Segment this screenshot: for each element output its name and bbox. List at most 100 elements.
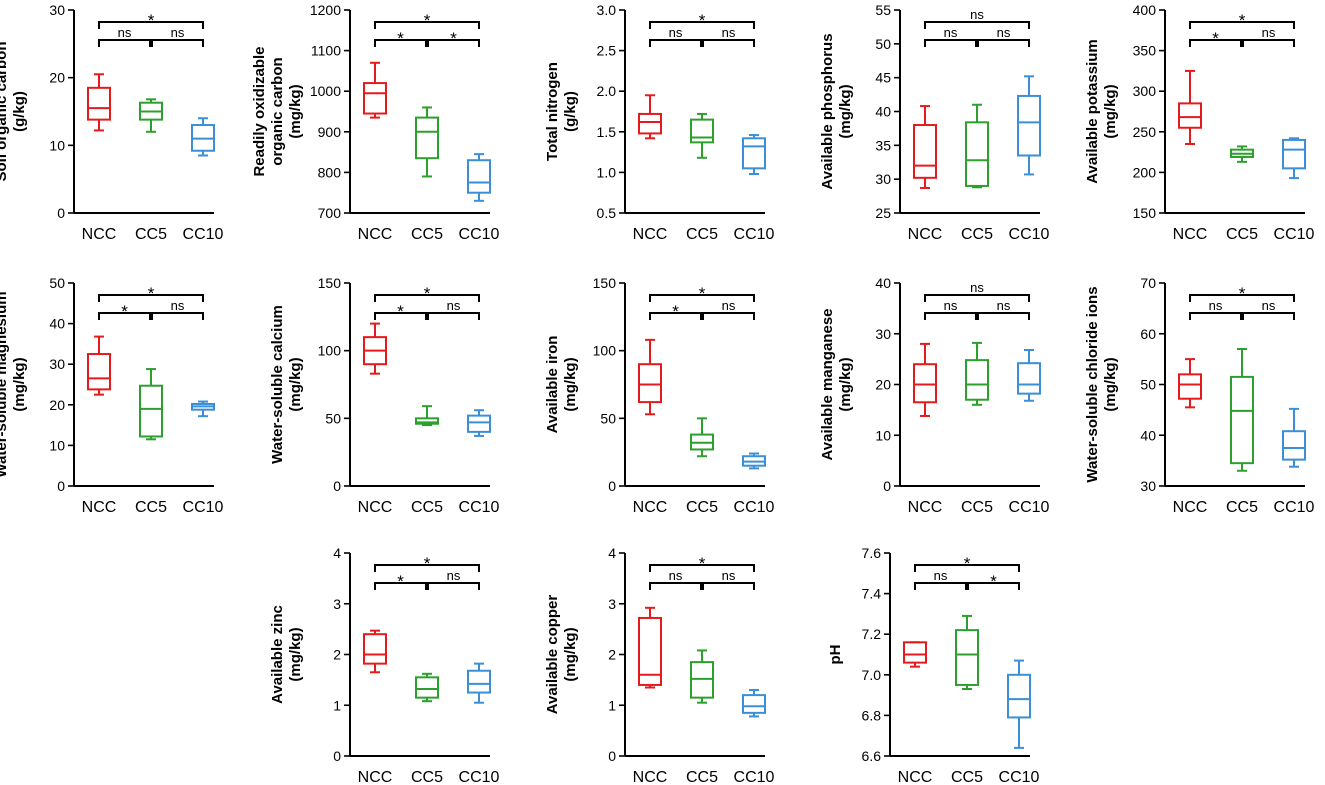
y-axis-label: (mg/kg) — [11, 357, 28, 411]
y-axis-label: Water-soluble chloride ions — [1084, 286, 1101, 482]
panel-ap: 25 30 35 40 45 50 55 Available phosphorus (mg/kg… — [819, 2, 1050, 243]
bracket-cc5-cc10: ns — [151, 298, 204, 320]
x-category-label: NCC — [1173, 226, 1208, 243]
bracket-line — [924, 294, 1030, 302]
box-iqr — [1017, 362, 1041, 395]
box-iqr — [87, 86, 111, 121]
box-cc10 — [1282, 137, 1306, 180]
y-tick-label: 10 — [49, 437, 65, 453]
bracket-line — [374, 21, 480, 29]
significance-label: * — [450, 29, 457, 48]
bracket-cc5-cc10: ns — [1242, 25, 1295, 47]
y-axis-label: Available iron — [544, 336, 561, 434]
significance-label: * — [1239, 11, 1246, 30]
bracket-line — [649, 312, 702, 320]
box-iqr — [742, 137, 766, 170]
bracket-line — [374, 582, 427, 590]
box-cc5 — [1230, 347, 1254, 472]
box-ncc — [638, 606, 662, 689]
box-cc5 — [139, 368, 163, 441]
x-category-label: CC5 — [1226, 226, 1258, 243]
box-ncc — [363, 322, 387, 375]
box-iqr — [913, 124, 937, 179]
bracket-line — [977, 312, 1030, 320]
significance-label: ns — [970, 280, 984, 295]
box-cc10 — [191, 117, 215, 157]
bracket-line — [977, 39, 1030, 47]
y-tick-label: 0.5 — [597, 205, 617, 221]
y-axis-label: (mg/kg) — [1102, 357, 1119, 411]
significance-label: * — [424, 554, 431, 573]
y-axis-label: Water-soluble magnesium — [0, 291, 10, 477]
box-cc5 — [690, 417, 714, 458]
x-category-label: CC10 — [1009, 499, 1050, 516]
significance-label: * — [397, 302, 404, 321]
significance-label: ns — [934, 568, 948, 583]
box-ncc — [87, 335, 111, 396]
box-iqr — [1178, 102, 1202, 129]
y-tick-label: 45 — [875, 70, 891, 86]
y-tick-label: 60 — [1140, 326, 1156, 342]
y-axis-label: (mg/kg) — [837, 84, 854, 138]
y-axis-label: Soil organic carbon — [0, 41, 10, 181]
y-tick-label: 2 — [608, 647, 616, 663]
bracket-ncc-cc10: * — [649, 284, 755, 303]
box-iqr — [1178, 373, 1202, 400]
bracket-line — [702, 582, 755, 590]
box-iqr — [955, 629, 979, 686]
bracket-cc5-cc10: ns — [977, 298, 1030, 320]
bracket-cc5-cc10: * — [967, 572, 1020, 591]
y-tick-label: 2 — [333, 647, 341, 663]
box-iqr — [1282, 430, 1306, 461]
significance-label: ns — [997, 25, 1011, 40]
box-ncc — [363, 61, 387, 119]
y-tick-label: 6.8 — [862, 707, 882, 723]
x-category-label: CC5 — [686, 226, 718, 243]
significance-label: * — [121, 302, 128, 321]
y-tick-label: 0 — [883, 478, 891, 494]
box-iqr — [913, 363, 937, 404]
bracket-line — [924, 21, 1030, 29]
significance-label: ns — [669, 25, 683, 40]
bracket-ncc-cc5: * — [374, 29, 427, 48]
x-category-label: CC5 — [135, 226, 167, 243]
significance-label: ns — [1209, 298, 1223, 313]
box-iqr — [467, 669, 491, 694]
y-axis-label: pH — [827, 645, 844, 665]
x-category-label: NCC — [633, 499, 668, 516]
y-tick-label: 20 — [875, 377, 891, 393]
bracket-ncc-cc5: * — [98, 302, 151, 321]
x-category-label: CC10 — [1274, 226, 1315, 243]
significance-label: * — [148, 11, 155, 30]
box-iqr — [638, 616, 662, 686]
y-tick-label: 40 — [875, 275, 891, 291]
y-tick-label: 0 — [57, 478, 65, 494]
x-category-label: NCC — [633, 769, 668, 785]
bracket-line — [374, 564, 480, 572]
box-iqr — [690, 118, 714, 144]
box-ncc — [1178, 358, 1202, 409]
y-tick-label: 30 — [49, 2, 65, 18]
bracket-ncc-cc10: * — [649, 11, 755, 30]
bracket-line — [702, 39, 755, 47]
bracket-ncc-cc10: * — [374, 284, 480, 303]
x-category-label: CC5 — [686, 499, 718, 516]
box-iqr — [903, 641, 927, 664]
y-tick-label: 20 — [49, 397, 65, 413]
significance-label: * — [424, 11, 431, 30]
box-iqr — [415, 417, 439, 425]
y-tick-label: 200 — [1133, 164, 1157, 180]
box-iqr — [415, 116, 439, 160]
box-iqr — [1017, 94, 1041, 157]
x-category-label: CC5 — [686, 769, 718, 785]
y-tick-label: 35 — [875, 137, 891, 153]
y-tick-label: 350 — [1133, 43, 1157, 59]
y-tick-label: 150 — [593, 275, 617, 291]
significance-label: * — [424, 284, 431, 303]
y-tick-label: 900 — [318, 124, 342, 140]
box-ncc — [913, 342, 937, 417]
x-category-label: CC5 — [135, 499, 167, 516]
box-cc5 — [955, 614, 979, 691]
y-tick-label: 7.4 — [862, 586, 882, 602]
significance-label: ns — [944, 25, 958, 40]
